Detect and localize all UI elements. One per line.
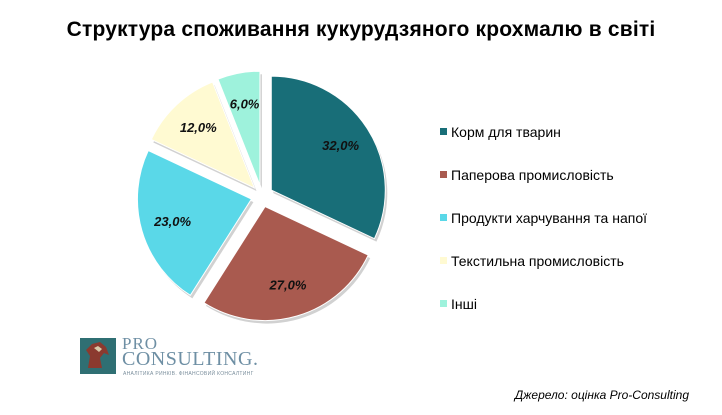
legend-swatch <box>440 171 447 178</box>
slice-data-label: 23,0% <box>153 214 191 229</box>
legend-swatch <box>440 300 447 307</box>
slice-data-label: 32,0% <box>322 138 359 153</box>
chart-title: Структура споживання кукурудзяного крохм… <box>66 18 656 41</box>
logo-tagline: АНАЛІТИКА РИНКІВ. ФІНАНСОВИЙ КОНСАЛТИНГ <box>123 371 254 377</box>
chart-legend: Корм для тварин Паперова промисловість П… <box>440 110 647 325</box>
slice-data-label: 12,0% <box>180 120 217 135</box>
pie-slice <box>217 70 261 186</box>
legend-label: Інші <box>451 295 477 312</box>
slice-data-label: 27,0% <box>269 277 307 292</box>
pie-slice <box>150 81 256 189</box>
source-note: Джерело: оцінка Pro-Consulting <box>514 388 689 402</box>
legend-label: Паперова промисловість <box>451 166 614 183</box>
pro-consulting-logo: PRO CONSULTING. АНАЛІТИКА РИНКІВ. ФІНАНС… <box>80 334 260 379</box>
pie-slice <box>136 149 253 297</box>
legend-label: Продукти харчування та напої <box>451 209 648 226</box>
legend-item: Текстильна промисловість <box>440 239 647 282</box>
horse-logo-icon <box>80 338 116 374</box>
legend-item: Інші <box>440 282 647 325</box>
legend-label: Текстильна промисловість <box>451 252 624 269</box>
slice-data-label: 6,0% <box>230 97 260 112</box>
pie-slice <box>203 205 369 322</box>
legend-swatch <box>440 128 447 135</box>
logo-pro-text: PRO <box>122 334 159 353</box>
legend-swatch <box>440 214 447 221</box>
legend-swatch <box>440 257 447 264</box>
legend-item: Паперова промисловість <box>440 153 647 196</box>
legend-item: Продукти харчування та напої <box>440 196 647 239</box>
legend-label: Корм для тварин <box>451 123 561 140</box>
pie-slice <box>270 75 386 240</box>
logo-consulting-text: CONSULTING. <box>122 348 259 370</box>
legend-item: Корм для тварин <box>440 110 647 153</box>
